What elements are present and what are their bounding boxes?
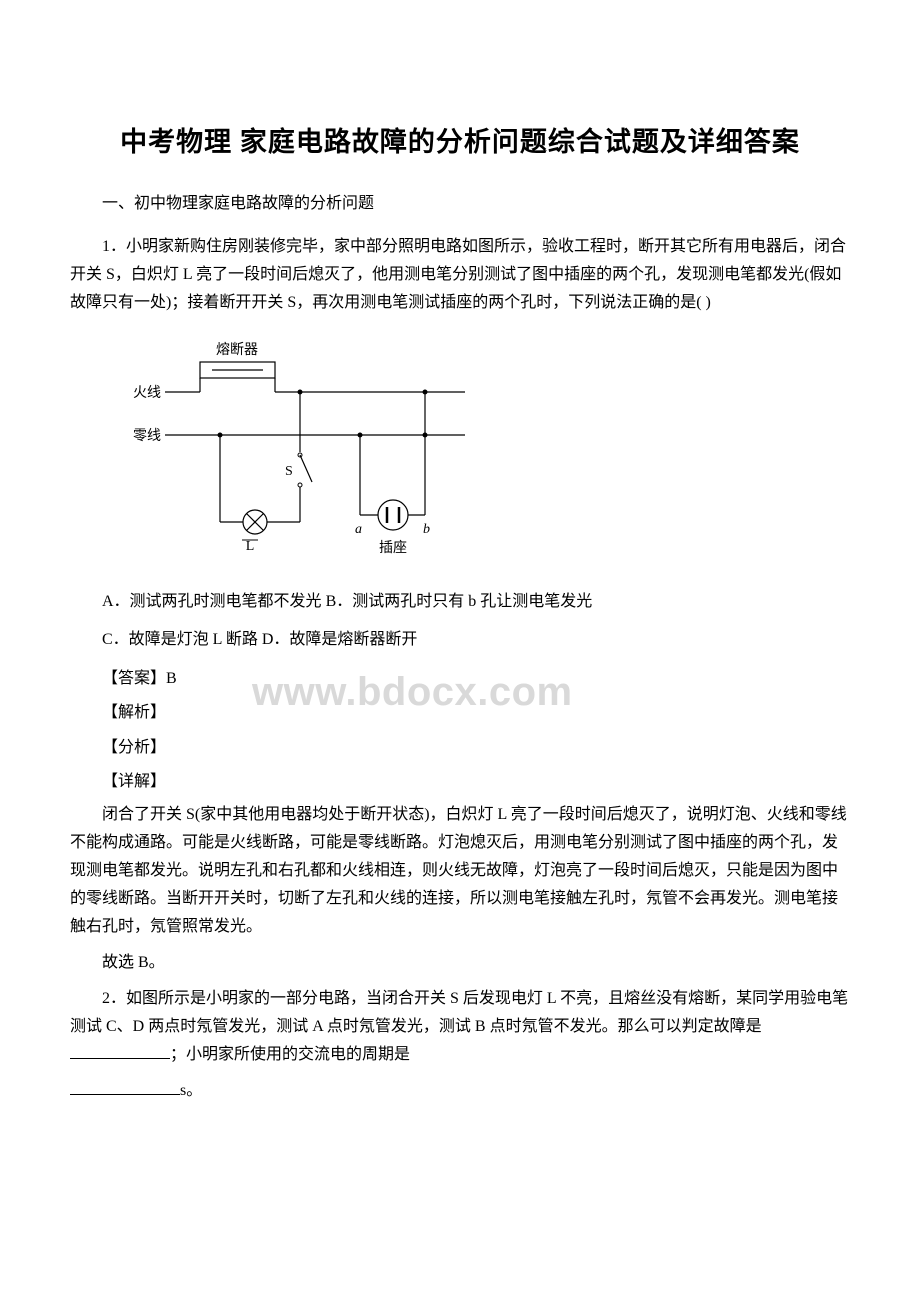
q2-stem-part1: 2．如图所示是小明家的一部分电路，当闭合开关 S 后发现电灯 L 不亮，且熔丝没… bbox=[70, 990, 848, 1035]
page-title: 中考物理 家庭电路故障的分析问题综合试题及详细答案 bbox=[70, 120, 850, 159]
neutral-label: 零线 bbox=[133, 428, 161, 444]
answer-label: 【答案】 bbox=[102, 670, 166, 687]
answer-value: B bbox=[166, 670, 177, 687]
analysis-label: 【解析】 bbox=[70, 698, 850, 728]
q2-stem-part3: s。 bbox=[180, 1082, 202, 1099]
q2-stem-line2: s。 bbox=[70, 1077, 850, 1105]
blank-1 bbox=[70, 1043, 170, 1059]
q1-options-cd: C．故障是灯泡 L 断路 D．故障是熔断器断开 bbox=[70, 625, 850, 655]
terminal-b-label: b bbox=[423, 522, 430, 537]
live-label: 火线 bbox=[133, 385, 161, 401]
switch-label: S bbox=[285, 464, 293, 479]
blank-2 bbox=[70, 1079, 180, 1095]
terminal-a-label: a bbox=[355, 522, 362, 537]
circuit-diagram: 熔断器 火线 零线 S L bbox=[130, 337, 470, 567]
answer-row: www.bdocx.com 【答案】B bbox=[70, 664, 850, 694]
q1-option-b: B．测试两孔时只有 b 孔让测电笔发光 bbox=[326, 593, 593, 610]
q1-conclusion: 故选 B。 bbox=[70, 949, 850, 977]
q2-stem: 2．如图所示是小明家的一部分电路，当闭合开关 S 后发现电灯 L 不亮，且熔丝没… bbox=[70, 985, 850, 1069]
q1-stem: 1．小明家新购住房刚装修完毕，家中部分照明电路如图所示，验收工程时，断开其它所有… bbox=[70, 233, 850, 317]
q1-options-ab: A．测试两孔时测电笔都不发光 B．测试两孔时只有 b 孔让测电笔发光 bbox=[70, 587, 850, 617]
fuse-label: 熔断器 bbox=[216, 342, 258, 358]
q1-option-d: D．故障是熔断器断开 bbox=[262, 631, 418, 648]
section-heading: 一、初中物理家庭电路故障的分析问题 bbox=[70, 189, 850, 213]
lamp-label: L bbox=[246, 539, 255, 554]
q2-stem-part2: ；小明家所使用的交流电的周期是 bbox=[170, 1046, 410, 1063]
socket-label: 插座 bbox=[379, 540, 407, 556]
q1-option-c: C．故障是灯泡 L 断路 bbox=[102, 631, 258, 648]
q1-option-a: A．测试两孔时测电笔都不发光 bbox=[102, 593, 322, 610]
detail-label: 【详解】 bbox=[70, 767, 850, 797]
q1-explanation: 闭合了开关 S(家中其他用电器均处于断开状态)，白炽灯 L 亮了一段时间后熄灭了… bbox=[70, 801, 850, 941]
analysis2-label: 【分析】 bbox=[70, 733, 850, 763]
